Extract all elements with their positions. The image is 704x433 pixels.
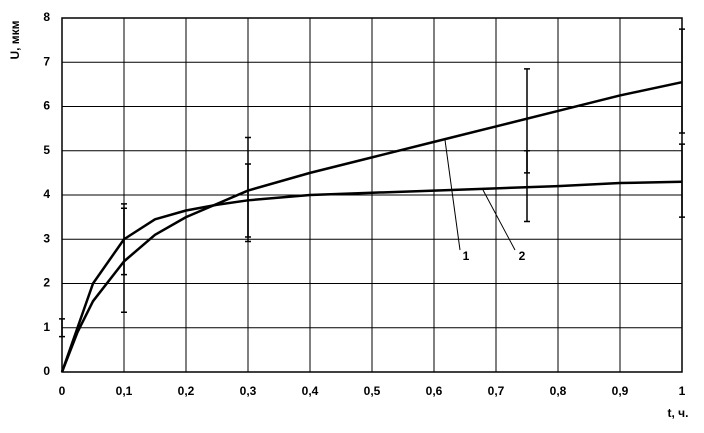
x-tick-label: 0,6 (426, 384, 443, 398)
x-tick-label: 0,7 (488, 384, 505, 398)
y-tick-label: 7 (43, 54, 50, 68)
error-bar (524, 68, 530, 223)
y-tick-label: 4 (43, 187, 50, 201)
y-tick-label: 8 (43, 10, 50, 24)
error-bar (245, 163, 251, 238)
x-tick-label: 0,2 (178, 384, 195, 398)
y-axis-label: U, мкм (8, 20, 22, 59)
y-tick-label: 6 (43, 99, 50, 113)
y-tick-label: 0 (43, 364, 50, 378)
series-label: 1 (463, 249, 470, 263)
y-tick-label: 3 (43, 231, 50, 245)
error-bar (59, 318, 65, 338)
y-tick-label: 2 (43, 276, 50, 290)
x-tick-label: 0,1 (116, 384, 133, 398)
x-tick-label: 0,3 (240, 384, 257, 398)
x-tick-label: 0,9 (612, 384, 629, 398)
error-bar (679, 143, 685, 218)
x-tick-label: 0 (59, 384, 66, 398)
x-tick-label: 0,8 (550, 384, 567, 398)
x-tick-label: 0,5 (364, 384, 381, 398)
y-tick-label: 1 (43, 320, 50, 334)
leader-line (482, 189, 516, 251)
error-bar (524, 150, 530, 174)
error-bar (121, 207, 127, 276)
x-axis-label: t, ч. (668, 406, 689, 420)
series-label: 2 (519, 249, 526, 263)
y-tick-label: 5 (43, 143, 50, 157)
error-bar (679, 28, 685, 134)
leader-line (444, 139, 461, 251)
x-tick-label: 0,4 (302, 384, 319, 398)
x-tick-label: 1 (679, 384, 686, 398)
